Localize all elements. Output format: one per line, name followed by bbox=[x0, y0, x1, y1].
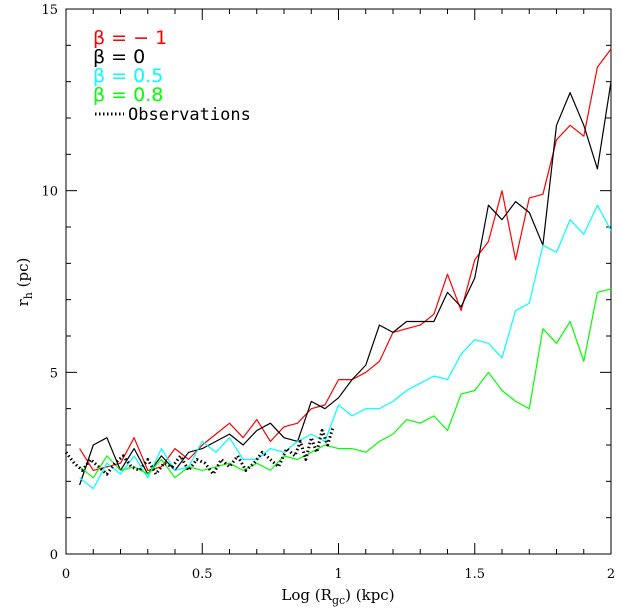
y-axis-label-tail: (pc) bbox=[14, 258, 32, 292]
y-tick-label: 15 bbox=[41, 3, 58, 18]
x-axis-label-tail: ) (kpc) bbox=[345, 586, 394, 604]
y-tick-label: 10 bbox=[41, 185, 58, 200]
x-tick-label: 2 bbox=[607, 567, 615, 582]
axis-ticks: 0 0.5 1 1.5 2 0 5 10 15 bbox=[41, 3, 615, 582]
legend-entry-0: β = − 1 bbox=[93, 27, 167, 49]
y-tick-label: 0 bbox=[50, 548, 58, 563]
legend-entry-1: β = 0 bbox=[93, 46, 145, 68]
series-group bbox=[64, 48, 612, 490]
x-axis-label: Log (Rgc) (kpc) bbox=[281, 586, 394, 607]
series-line-4 bbox=[64, 426, 335, 476]
x-tick-label: 0.5 bbox=[192, 567, 213, 582]
series-line-1 bbox=[79, 81, 612, 486]
y-tick-label: 5 bbox=[50, 366, 58, 381]
y-axis-label-sub: h bbox=[22, 292, 35, 299]
series-line-3 bbox=[79, 288, 612, 479]
x-tick-label: 0 bbox=[62, 567, 70, 582]
series-line-0 bbox=[79, 48, 612, 471]
legend-entry-observations: Observations bbox=[128, 105, 251, 125]
legend-entry-2: β = 0.5 bbox=[93, 65, 163, 87]
x-axis-label-sub: gc bbox=[332, 594, 345, 607]
x-tick-label: 1 bbox=[334, 567, 342, 582]
series-line-2 bbox=[79, 204, 612, 490]
y-axis-label: rh (pc) bbox=[14, 258, 35, 307]
x-tick-label: 1.5 bbox=[464, 567, 485, 582]
legend-entry-3: β = 0.8 bbox=[93, 84, 163, 106]
